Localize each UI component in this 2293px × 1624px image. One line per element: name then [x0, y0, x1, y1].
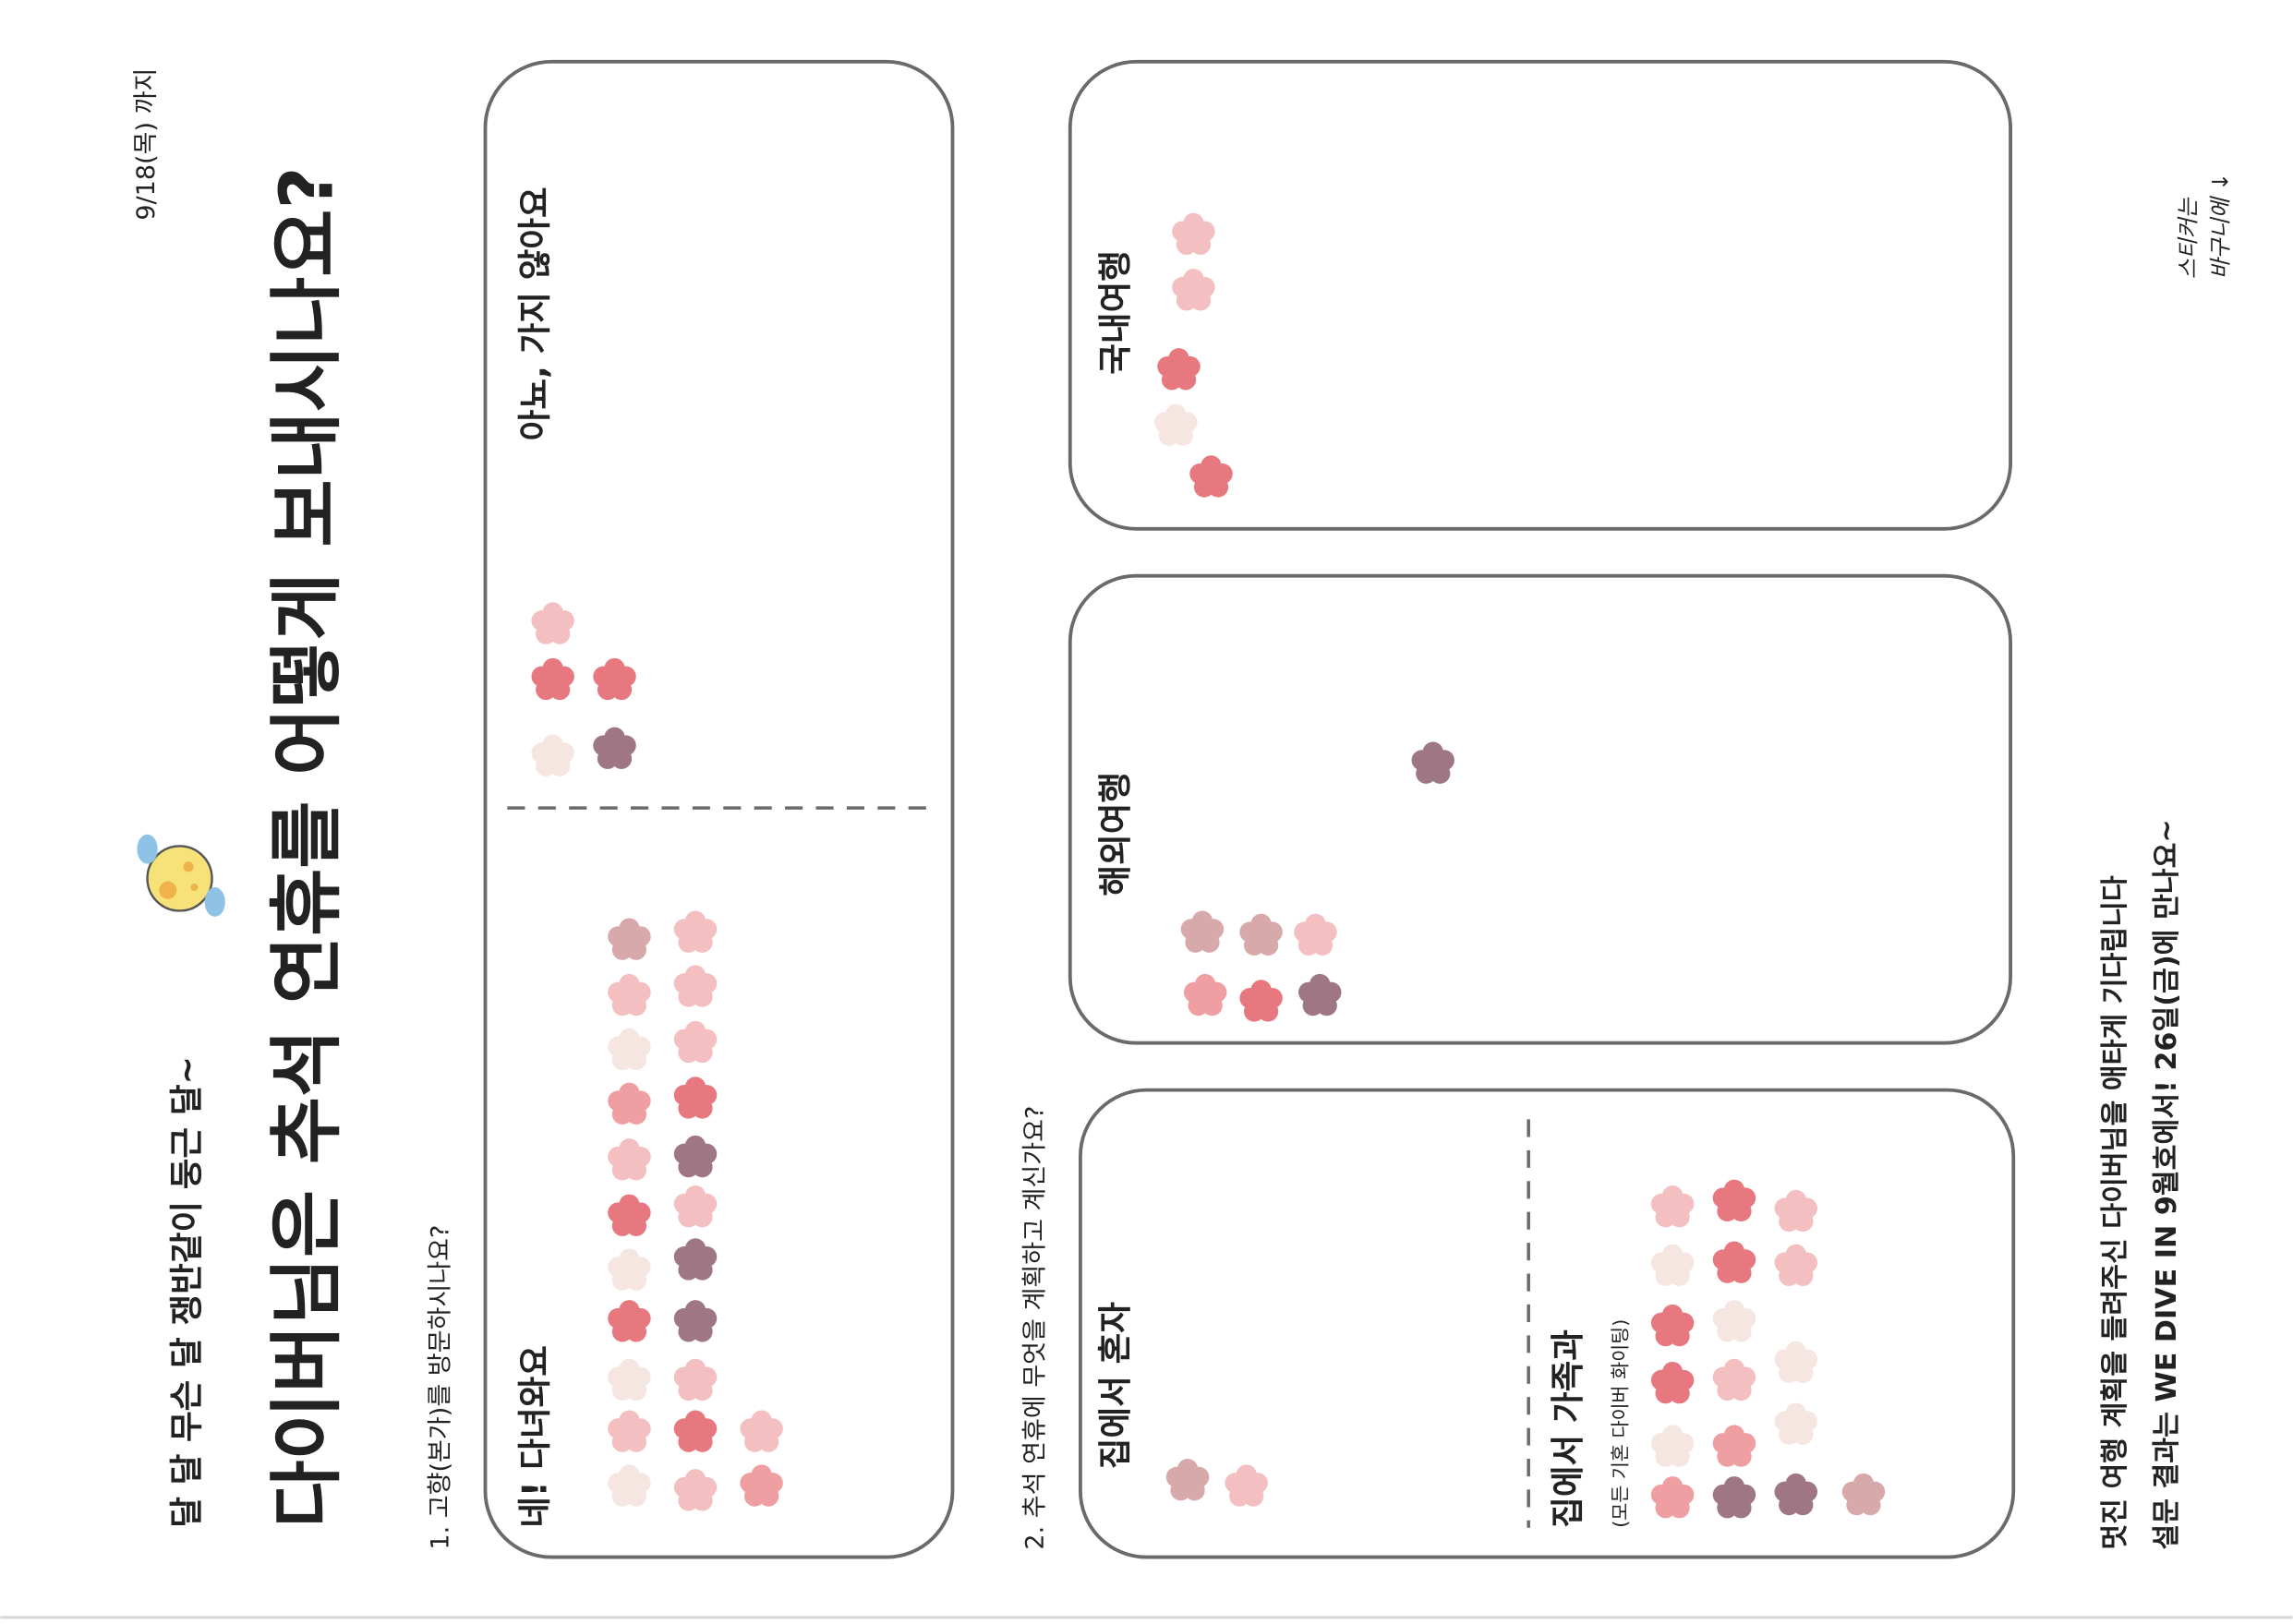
sticker — [1712, 1241, 1756, 1283]
sticker — [608, 1410, 651, 1452]
handwritten-note: 바구니에 ↓ — [2208, 173, 2234, 279]
sticker — [1774, 1189, 1818, 1233]
deadline: 9/18(목) 까지 — [132, 68, 161, 221]
sticker — [608, 1358, 651, 1401]
sticker — [1239, 913, 1283, 956]
sticker — [1180, 910, 1225, 953]
sticker — [1157, 348, 1201, 391]
sticker — [1298, 973, 1342, 1017]
sticker — [673, 1020, 718, 1064]
option-label: 집에서 가족과 — [1548, 1329, 1587, 1528]
sticker — [1650, 1185, 1695, 1228]
sticker — [531, 657, 574, 701]
title: 다이버님은 추석 연휴를 어떻게 보내시나요? — [264, 167, 350, 1528]
sticker — [1712, 1300, 1756, 1342]
sticker — [608, 1300, 651, 1342]
sticker — [673, 1469, 718, 1511]
answer-box — [1068, 573, 2012, 1045]
sticker — [1650, 1361, 1695, 1404]
sticker — [740, 1464, 783, 1507]
option-label: 네! 다녀와요 — [515, 1345, 555, 1528]
option-label: 집에서 혼자 — [1095, 1302, 1135, 1469]
sticker — [1294, 913, 1337, 956]
sticker — [1154, 403, 1198, 446]
sticker — [593, 657, 636, 701]
sticker — [608, 1082, 651, 1125]
sticker — [673, 1358, 718, 1401]
sticker — [673, 1135, 718, 1178]
sticker — [1650, 1476, 1695, 1519]
sticker — [1774, 1473, 1818, 1516]
sticker — [1239, 980, 1283, 1022]
footer-line: 설문 결과는 WE DIVE IN 9월호에서! 26일(금)에 만나요~ — [2151, 819, 2183, 1549]
sticker — [673, 1185, 718, 1228]
question-label: 2. 추석 연휴에 무엇을 계획하고 계신가요? — [1021, 1106, 1050, 1550]
sticker — [1712, 1179, 1756, 1222]
sticker — [1165, 1458, 1210, 1501]
sticker — [673, 1077, 718, 1119]
answer-box — [1078, 1088, 2016, 1559]
sticker — [1841, 1473, 1886, 1516]
sticker — [673, 1238, 718, 1281]
sticker — [608, 1138, 651, 1181]
sticker — [1774, 1341, 1818, 1384]
sticker — [608, 1248, 651, 1291]
answer-box — [1068, 59, 2012, 531]
sticker — [608, 973, 651, 1017]
sticker — [673, 910, 718, 953]
sticker — [1650, 1244, 1695, 1287]
moon-icon — [137, 834, 225, 917]
sticker — [673, 1410, 718, 1452]
subtitle: 달 달 무슨 달 쟁반같이 둥근 달~ — [167, 1056, 207, 1528]
question-label: 1. 고향(본가)를 방문하시나요? — [426, 1225, 454, 1550]
sticker — [673, 1300, 718, 1342]
sticker — [1712, 1425, 1756, 1467]
sticker — [1189, 455, 1233, 498]
option-label: 아뇨, 가지 않아요 — [515, 186, 555, 440]
sticker — [1172, 269, 1215, 311]
sticker — [1774, 1402, 1818, 1445]
sticker — [1650, 1425, 1695, 1467]
sticker — [1774, 1244, 1818, 1287]
sticker — [740, 1410, 783, 1452]
sticker — [608, 1464, 651, 1507]
sticker — [531, 734, 574, 776]
option-label: 국내여행 — [1095, 250, 1135, 375]
sticker — [1225, 1464, 1268, 1507]
sticker — [673, 965, 718, 1007]
sticker — [608, 918, 651, 960]
answer-box — [483, 59, 955, 1559]
option-note: (모든 기혼 다이버 화이팅) — [1609, 1319, 1631, 1528]
option-label: 해외여행 — [1095, 772, 1135, 896]
sticker — [593, 727, 636, 769]
sticker — [1650, 1304, 1695, 1347]
sticker — [1712, 1358, 1756, 1401]
footer-line: 멋진 여행 계획을 들려주신 다이버님을 애타게 기다립니다 — [2099, 875, 2131, 1550]
sticker — [1712, 1476, 1756, 1519]
sticker — [1172, 212, 1215, 256]
sticker — [531, 602, 574, 644]
sticker — [1183, 973, 1227, 1017]
sticker — [608, 1194, 651, 1236]
handwritten-note: 스티커는 — [2176, 197, 2202, 279]
sticker — [608, 1028, 651, 1071]
sticker — [1411, 741, 1454, 784]
